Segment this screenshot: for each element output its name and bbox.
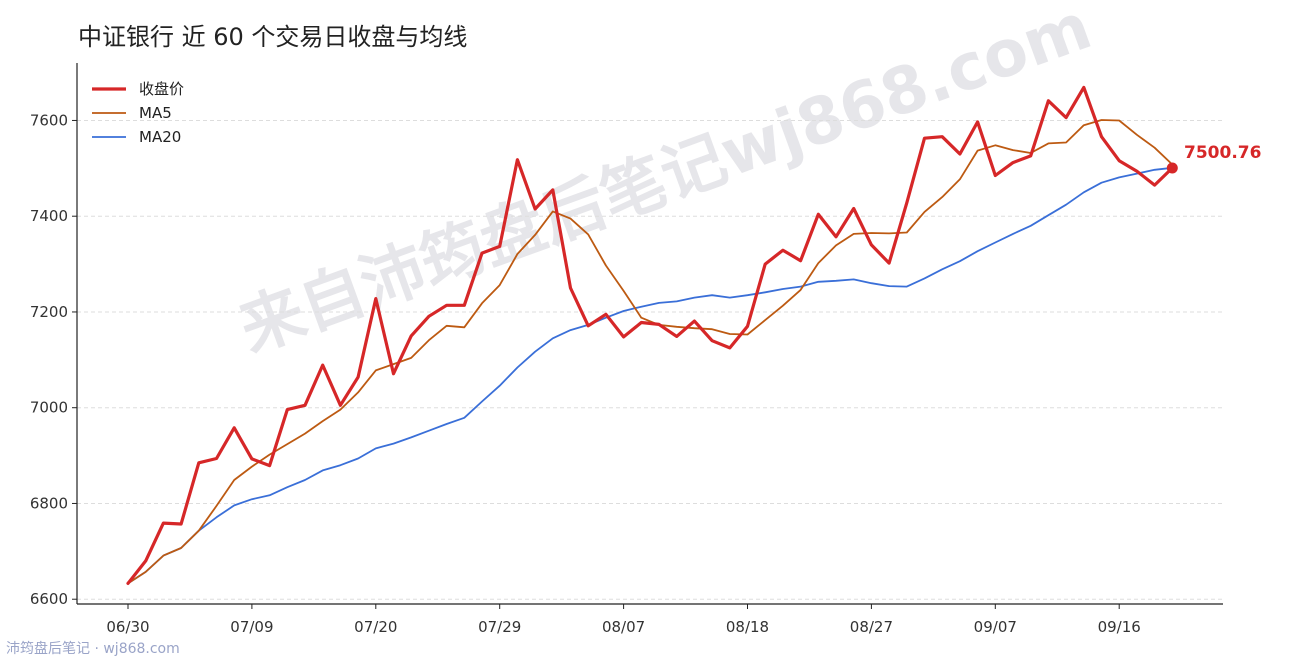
y-tick-label: 7000 xyxy=(30,399,68,417)
y-tick-label: 6600 xyxy=(30,590,68,608)
legend-label-close: 收盘价 xyxy=(139,80,184,98)
x-tick-label: 06/30 xyxy=(106,618,149,636)
x-tick-label: 09/16 xyxy=(1098,618,1141,636)
x-tick-label: 08/18 xyxy=(726,618,769,636)
x-tick-label: 07/20 xyxy=(354,618,397,636)
end-value-label: 7500.76 xyxy=(1184,143,1261,163)
x-tick-label: 07/29 xyxy=(478,618,521,636)
series-line-close xyxy=(126,85,1174,586)
grid xyxy=(77,119,1223,600)
y-tick-label: 7400 xyxy=(30,207,68,225)
axes: 6600 6800 7000 7200 7400 7600 06/30 07/09 07/20 0… xyxy=(30,63,1223,636)
y-tick-label: 6800 xyxy=(30,494,68,512)
end-point-marker xyxy=(1166,162,1178,174)
y-tick-label: 7600 xyxy=(30,111,68,129)
x-tick-label: 08/07 xyxy=(602,618,645,636)
series-line-ma20 xyxy=(127,166,1174,585)
x-tick-label: 08/27 xyxy=(850,618,893,636)
x-tick-label: 07/09 xyxy=(230,618,273,636)
chart-title: 中证银行 近 60 个交易日收盘与均线 xyxy=(78,23,467,51)
legend-label-ma20: MA20 xyxy=(139,128,181,146)
series-group xyxy=(126,85,1178,586)
footer-text: 沛筠盘后笔记 · wj868.com xyxy=(6,640,180,657)
y-tick-label: 7200 xyxy=(30,303,68,321)
legend: 收盘价 MA5 MA20 xyxy=(92,80,184,146)
x-tick-label: 09/07 xyxy=(974,618,1017,636)
series-line-ma5 xyxy=(127,119,1174,585)
legend-label-ma5: MA5 xyxy=(139,104,172,122)
